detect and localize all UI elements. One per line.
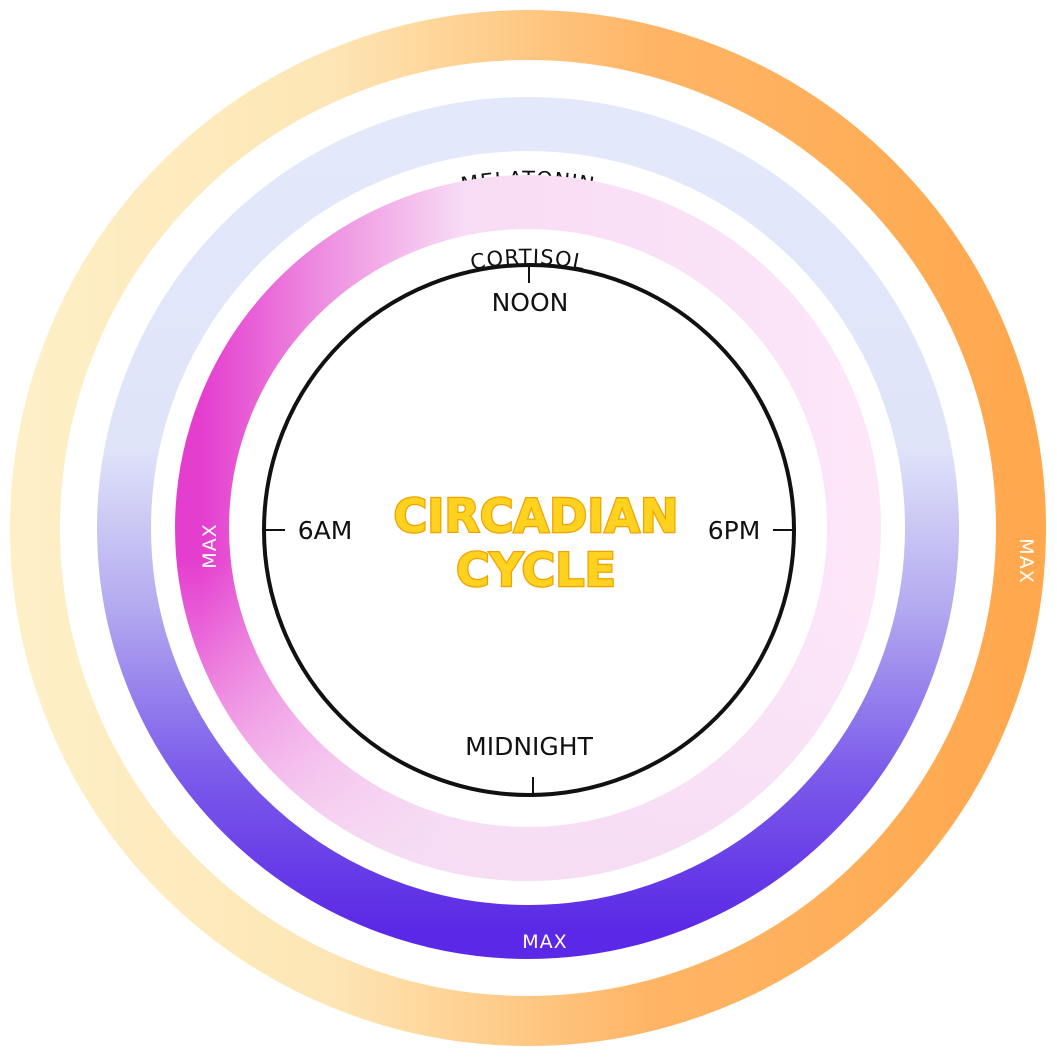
ring-cortisol-max-label: MAX [199,523,221,568]
clock-label-midnight: MIDNIGHT [465,732,593,761]
ring-melatonin-band [97,97,959,959]
center-title-line1: CIRCADIAN [393,489,678,543]
center-title-line2: CYCLE [456,543,616,597]
ring-body-temperature-max-label: MAX [1015,538,1037,583]
ring-melatonin-max-label: MAX [522,931,567,953]
clock-label-noon: NOON [492,288,569,317]
center-title: CIRCADIAN CYCLE [392,488,680,599]
clock-label-6am: 6AM [298,516,353,545]
clock-face: NOON 6PM MIDNIGHT 6AM [262,263,796,797]
clock-label-6pm: 6PM [708,516,761,545]
ring-cortisol-bottom-tint [175,175,881,881]
ring-body-temperature-band [10,10,1046,1046]
